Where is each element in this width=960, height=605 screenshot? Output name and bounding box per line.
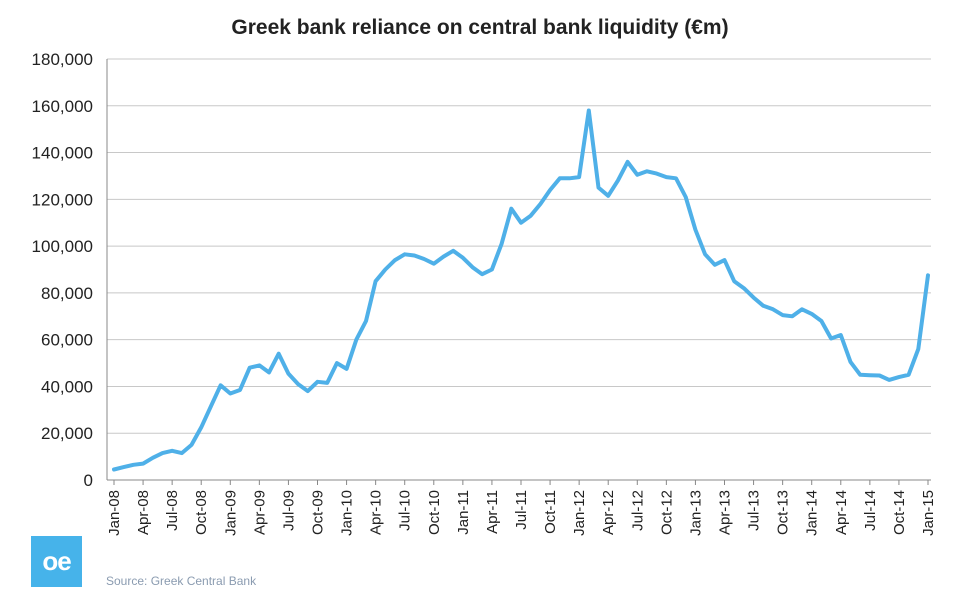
x-tick-label: Oct-12 xyxy=(658,490,675,535)
x-tick-label: Jul-08 xyxy=(164,490,181,531)
x-tick-label: Apr-14 xyxy=(833,490,850,535)
source-note: Source: Greek Central Bank xyxy=(106,574,257,588)
x-tick-label: Jan-08 xyxy=(106,490,123,536)
y-tick-label: 160,000 xyxy=(32,97,93,116)
series-line xyxy=(112,108,930,472)
x-tick-label: Apr-11 xyxy=(484,490,501,534)
x-tick-label: Oct-13 xyxy=(775,490,792,535)
y-tick-label: 0 xyxy=(84,471,93,490)
x-tick-label: Jan-11 xyxy=(455,490,472,535)
x-tick-label: Jan-09 xyxy=(222,490,239,536)
y-tick-label: 100,000 xyxy=(32,237,93,256)
series-layer xyxy=(112,108,930,472)
x-tick-label: Jan-14 xyxy=(804,490,821,536)
chart-title: Greek bank reliance on central bank liqu… xyxy=(231,16,729,39)
x-tick-label: Jan-10 xyxy=(339,490,356,536)
x-tick-label: Jul-09 xyxy=(280,490,297,531)
y-tick-label: 120,000 xyxy=(32,190,93,209)
x-tick-label: Oct-10 xyxy=(426,490,443,535)
y-tick-label: 140,000 xyxy=(32,144,93,163)
x-tick-label: Jul-11 xyxy=(513,490,530,530)
x-tick-label: Apr-13 xyxy=(717,490,734,535)
x-tick-label: Apr-09 xyxy=(251,490,268,535)
x-tick-label: Jan-13 xyxy=(687,490,704,536)
x-tick-label: Apr-10 xyxy=(368,490,385,535)
x-tick-label: Jul-14 xyxy=(862,490,879,531)
x-tick-label: Oct-14 xyxy=(891,490,908,535)
x-tick-label: Jul-10 xyxy=(397,490,414,531)
axes xyxy=(106,59,931,485)
y-tick-label: 180,000 xyxy=(32,50,93,69)
x-tick-label: Jan-12 xyxy=(571,490,588,536)
y-tick-label: 80,000 xyxy=(41,284,93,303)
x-tick-label: Apr-12 xyxy=(600,490,617,535)
x-tick-label: Jan-15 xyxy=(920,490,937,536)
y-tick-label: 20,000 xyxy=(41,424,93,443)
y-tick-label: 40,000 xyxy=(41,377,93,396)
grid-lines xyxy=(107,58,931,434)
x-tick-label: Oct-08 xyxy=(193,490,210,535)
x-tick-label: Oct-11 xyxy=(542,490,559,534)
x-tick-label: Jul-12 xyxy=(629,490,646,531)
y-tick-label: 60,000 xyxy=(41,331,93,350)
x-tick-labels: Jan-08 Apr-08 Jul-08 Oct-08 Jan-09 Apr-09 Jul-… xyxy=(106,490,937,536)
x-tick-label: Oct-09 xyxy=(310,490,327,535)
x-tick-label: Apr-08 xyxy=(135,490,152,535)
y-tick-labels: 0 20,000 40,000 60,000 80,000 100,000 120,000 1… xyxy=(32,50,93,490)
oe-logo: oe xyxy=(31,536,82,587)
x-tick-label: Jul-13 xyxy=(746,490,763,531)
